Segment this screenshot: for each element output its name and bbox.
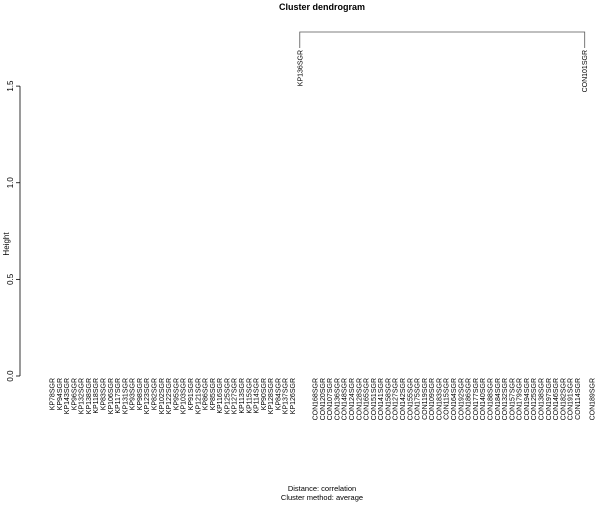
leaf-label: CON124SGR	[349, 378, 356, 420]
leaf-label: CON175SGR	[415, 378, 422, 420]
leaf-label: KP106SGR	[108, 378, 115, 414]
leaf-label: CON157SGR	[509, 378, 516, 420]
leaf-label: CON125SGR	[531, 378, 538, 420]
leaf-label: CON188SGR	[487, 378, 494, 420]
dendrogram-branches	[299, 31, 586, 48]
leaf-label: CON148SGR	[342, 378, 349, 420]
leaf-label: KP127SGR	[232, 378, 239, 414]
leaf-label: CON194SGR	[524, 378, 531, 420]
leaf-label: KP126SGR	[290, 378, 297, 414]
leaf-label: CON128SGR	[356, 378, 363, 420]
y-tick-label: 1.0	[6, 177, 15, 189]
leaf-label: KP96SGR	[71, 378, 78, 410]
leaf-label: KP138SGR	[86, 378, 93, 414]
leaf-label: CON189SGR	[590, 378, 597, 420]
distance-caption: Distance: correlation	[288, 484, 356, 493]
dendrogram-branch	[299, 31, 586, 48]
leaf-label: KP116SGR	[217, 378, 224, 414]
leaf-label: CON168SGR	[313, 378, 320, 420]
leaf-label: CON183SGR	[436, 378, 443, 420]
leaf-label: KP128SGR	[268, 378, 275, 414]
leaf-label: CON151SGR	[371, 378, 378, 420]
leaf-label: KP98SGR	[137, 378, 144, 410]
leaf-label: KP117SGR	[115, 378, 122, 414]
leaf-label: KP102SGR	[159, 378, 166, 414]
leaf-label: KP137SGR	[283, 378, 290, 414]
leaf-label: CON197SGR	[546, 378, 553, 420]
method-caption: Cluster method: average	[281, 493, 363, 502]
leaf-label: CON127SGR	[393, 378, 400, 420]
leaf-label: KP83SGR	[101, 378, 108, 410]
y-axis-label: Height	[2, 232, 11, 256]
leaf-label: CON120SGR	[320, 378, 327, 420]
leaf-label: CON132SGR	[502, 378, 509, 420]
leaf-label: KP95SGR	[173, 378, 180, 410]
leaf-label: KP123SGR	[144, 378, 151, 414]
leaf-labels: KP78SGR KP94SGR KP143SGR KP96SGR KP132SGR KP1…	[50, 50, 597, 420]
leaf-label: CON140SGR	[480, 378, 487, 420]
leaf-label: KP85SGR	[210, 378, 217, 410]
leaf-label: CON114SGR	[575, 378, 582, 420]
leaf-label: KP114SGR	[254, 378, 261, 414]
y-tick-label: 1.5	[6, 80, 15, 92]
leaf-label: CON182SGR	[560, 378, 567, 420]
leaf-label: KP136SGR	[297, 50, 304, 86]
leaf-label: CON191SGR	[568, 378, 575, 420]
leaf-label: KP78SGR	[50, 378, 57, 410]
leaf-label: CON155SGR	[407, 378, 414, 420]
leaf-label: KP103SGR	[181, 378, 188, 414]
leaf-label: CON165SGR	[364, 378, 371, 420]
leaf-label: CON179SGR	[517, 378, 524, 420]
leaf-label: KP93SGR	[130, 378, 137, 410]
leaf-label: KP131SGR	[122, 378, 129, 414]
y-tick-label: 0.5	[6, 273, 15, 285]
leaf-label: CON136SGR	[334, 378, 341, 420]
leaf-label: CON109SGR	[429, 378, 436, 420]
leaf-label: CON142SGR	[400, 378, 407, 420]
leaf-label: CON138SGR	[538, 378, 545, 420]
leaf-label: CON192SGR	[458, 378, 465, 420]
leaf-label: KP125SGR	[224, 378, 231, 414]
chart-title: Cluster dendrogram	[279, 2, 365, 12]
y-axis: 0.0 0.5 1.0 1.5	[6, 80, 21, 382]
leaf-label: CON146SGR	[553, 378, 560, 420]
leaf-label: KP118SGR	[93, 378, 100, 414]
leaf-label: KP115SGR	[246, 378, 253, 414]
leaf-label: KP84SGR	[275, 378, 282, 410]
leaf-label: CON158SGR	[385, 378, 392, 420]
leaf-label: CON115SGR	[444, 378, 451, 420]
leaf-label: CON177SGR	[473, 378, 480, 420]
leaf-label: CON186SGR	[466, 378, 473, 420]
leaf-label: KP94SGR	[57, 378, 64, 410]
leaf-label: KP143SGR	[64, 378, 71, 414]
y-tick-label: 0.0	[6, 370, 15, 382]
leaf-label: CON119SGR	[422, 378, 429, 420]
leaf-label: KP132SGR	[79, 378, 86, 414]
leaf-label: CON141SGR	[378, 378, 385, 420]
leaf-label: CON101SGR	[582, 50, 589, 92]
leaf-label: CON107SGR	[327, 378, 334, 420]
leaf-label: KP121SGR	[195, 378, 202, 414]
leaf-label: KP91SGR	[188, 378, 195, 410]
leaf-label: CON184SGR	[495, 378, 502, 420]
leaf-label: KP122SGR	[166, 378, 173, 414]
leaf-label: KP82SGR	[152, 378, 159, 410]
leaf-label: KP113SGR	[239, 378, 246, 414]
leaf-label: KP90SGR	[261, 378, 268, 410]
leaf-label: CON164SGR	[451, 378, 458, 420]
leaf-label: KP86SGR	[203, 378, 210, 410]
